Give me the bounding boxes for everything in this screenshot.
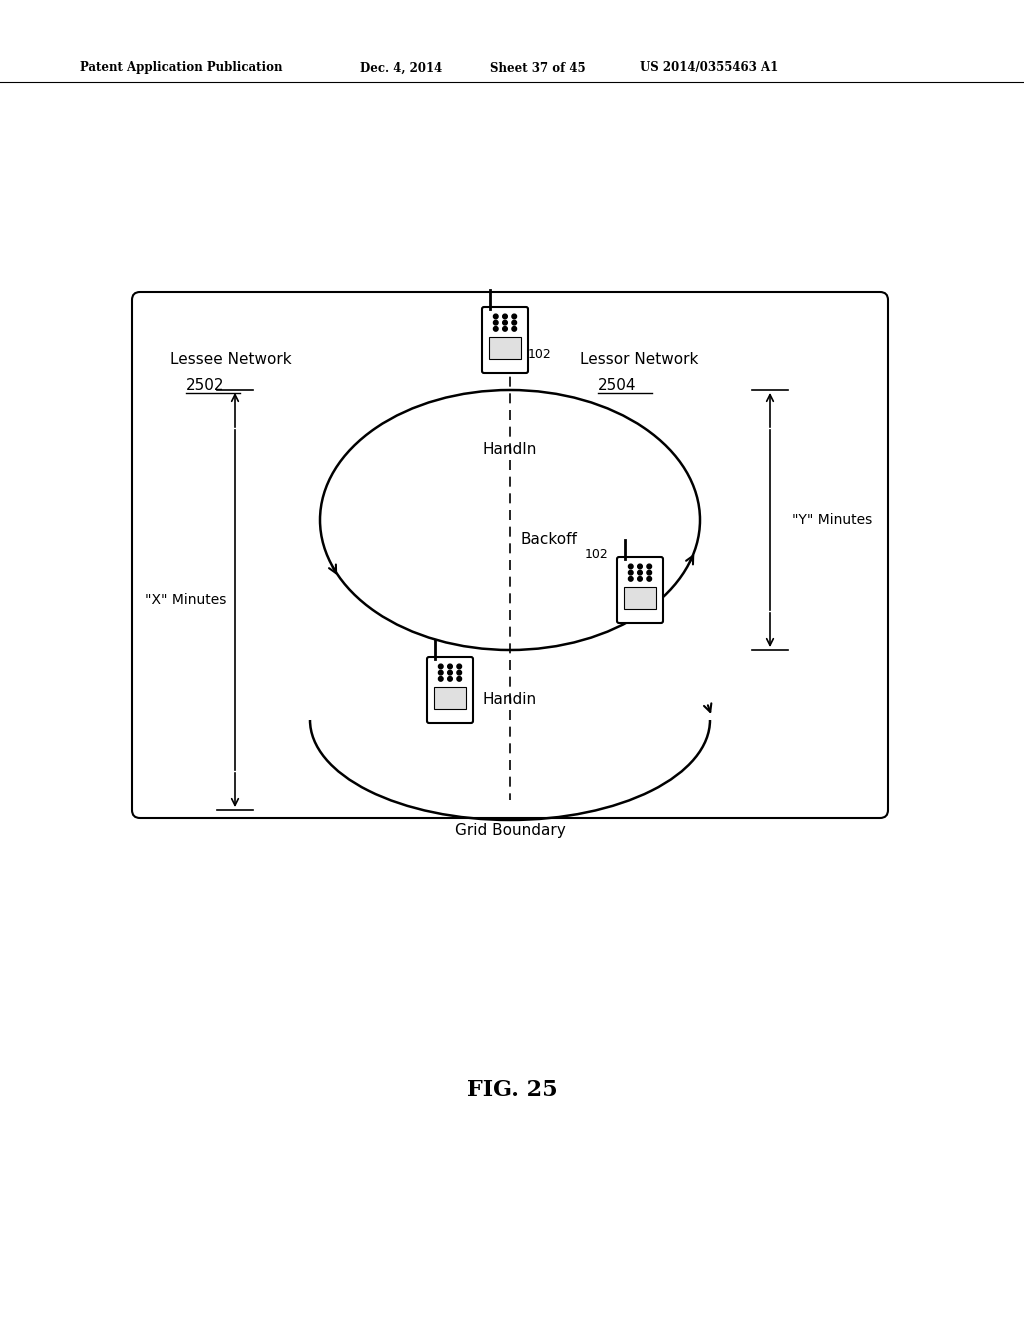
Circle shape: [438, 677, 443, 681]
Text: FIG. 25: FIG. 25: [467, 1078, 557, 1101]
Circle shape: [457, 664, 462, 669]
Circle shape: [512, 321, 516, 325]
Text: 102: 102: [585, 549, 608, 561]
FancyBboxPatch shape: [132, 292, 888, 818]
Circle shape: [447, 671, 453, 675]
Bar: [434, 686, 466, 709]
Text: "X" Minutes: "X" Minutes: [145, 593, 226, 607]
Circle shape: [647, 570, 651, 576]
Text: 2502: 2502: [186, 378, 224, 392]
Text: Backoff: Backoff: [520, 532, 577, 548]
Circle shape: [457, 671, 462, 675]
Circle shape: [638, 564, 642, 569]
Circle shape: [629, 570, 633, 576]
Circle shape: [638, 577, 642, 581]
Text: Patent Application Publication: Patent Application Publication: [80, 62, 283, 74]
Text: 102: 102: [528, 348, 552, 362]
Bar: [489, 337, 521, 359]
FancyBboxPatch shape: [617, 557, 663, 623]
Circle shape: [638, 570, 642, 576]
Text: Grid Boundary: Grid Boundary: [455, 822, 565, 837]
Circle shape: [438, 671, 443, 675]
Circle shape: [503, 314, 507, 318]
Text: US 2014/0355463 A1: US 2014/0355463 A1: [640, 62, 778, 74]
Circle shape: [629, 564, 633, 569]
Circle shape: [512, 314, 516, 318]
Circle shape: [494, 314, 498, 318]
Circle shape: [647, 577, 651, 581]
Text: Handin: Handin: [483, 693, 537, 708]
Circle shape: [647, 564, 651, 569]
Circle shape: [503, 321, 507, 325]
Circle shape: [512, 326, 516, 331]
Text: 102: 102: [432, 656, 456, 668]
Text: Dec. 4, 2014: Dec. 4, 2014: [360, 62, 442, 74]
Circle shape: [494, 321, 498, 325]
Bar: [625, 587, 655, 609]
FancyBboxPatch shape: [482, 308, 528, 374]
Circle shape: [629, 577, 633, 581]
Circle shape: [447, 664, 453, 669]
Text: Lessor Network: Lessor Network: [580, 352, 698, 367]
Circle shape: [494, 326, 498, 331]
FancyBboxPatch shape: [427, 657, 473, 723]
Text: Sheet 37 of 45: Sheet 37 of 45: [490, 62, 586, 74]
Text: "Y" Minutes: "Y" Minutes: [792, 513, 872, 527]
Circle shape: [457, 677, 462, 681]
Circle shape: [438, 664, 443, 669]
Text: 2504: 2504: [598, 378, 637, 392]
Text: Lessee Network: Lessee Network: [170, 352, 292, 367]
Text: HandIn: HandIn: [482, 442, 538, 458]
Circle shape: [447, 677, 453, 681]
Circle shape: [503, 326, 507, 331]
